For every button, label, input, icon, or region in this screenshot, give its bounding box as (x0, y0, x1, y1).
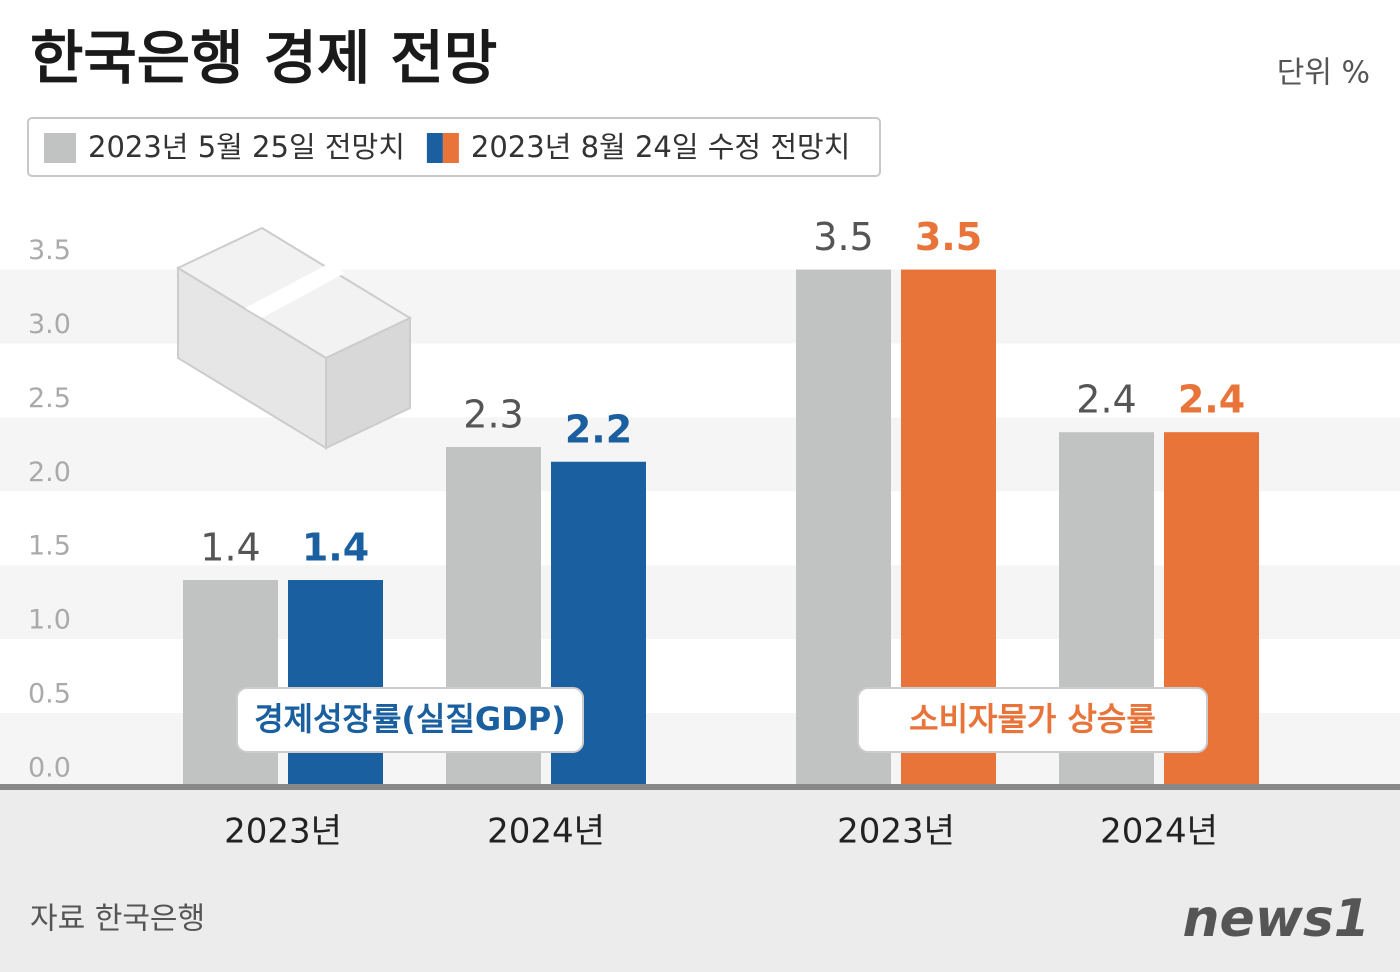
x-tick-label: 2024년 (487, 812, 605, 852)
y-tick-label: 3.5 (28, 235, 71, 266)
value-label: 2.4 (1076, 378, 1136, 422)
legend-swatch (44, 133, 76, 163)
y-tick-label: 0.0 (28, 753, 71, 784)
legend-label: 2023년 5월 25일 전망치 (88, 130, 405, 164)
x-tick-label: 2023년 (837, 812, 955, 852)
panel-label-box (857, 687, 1208, 753)
y-tick-label: 3.0 (28, 309, 71, 340)
logo: news1 (1183, 889, 1370, 949)
panel-label-box (236, 687, 584, 753)
title: 한국은행 경제 전망 (30, 24, 497, 92)
value-label: 3.5 (915, 215, 982, 259)
y-tick-label: 0.5 (28, 679, 71, 710)
unit: 단위 % (1277, 56, 1370, 91)
bar (183, 580, 278, 787)
y-tick-label: 1.5 (28, 531, 71, 562)
value-label: 2.3 (463, 392, 523, 436)
legend-swatch (442, 133, 459, 163)
x-tick-label: 2024년 (1100, 812, 1218, 852)
footer-band (0, 787, 1400, 972)
panel-label: 소비자물가 상승률 (909, 700, 1156, 738)
value-label: 1.4 (200, 526, 260, 570)
money-icon (175, 226, 413, 450)
panel-label: 경제성장률(실질GDP) (254, 700, 566, 738)
bar (288, 580, 383, 787)
value-label: 2.2 (565, 407, 632, 451)
y-tick-label: 2.0 (28, 457, 71, 488)
value-label: 2.4 (1178, 378, 1245, 422)
y-tick-label: 2.5 (28, 383, 71, 414)
legend-label: 2023년 8월 24일 수정 전망치 (471, 130, 850, 164)
value-label: 3.5 (813, 215, 873, 259)
x-tick-label: 2023년 (224, 812, 342, 852)
legend-swatch (426, 133, 443, 163)
source: 자료 한국은행 (30, 902, 205, 937)
value-label: 1.4 (302, 526, 369, 570)
y-tick-label: 1.0 (28, 605, 71, 636)
